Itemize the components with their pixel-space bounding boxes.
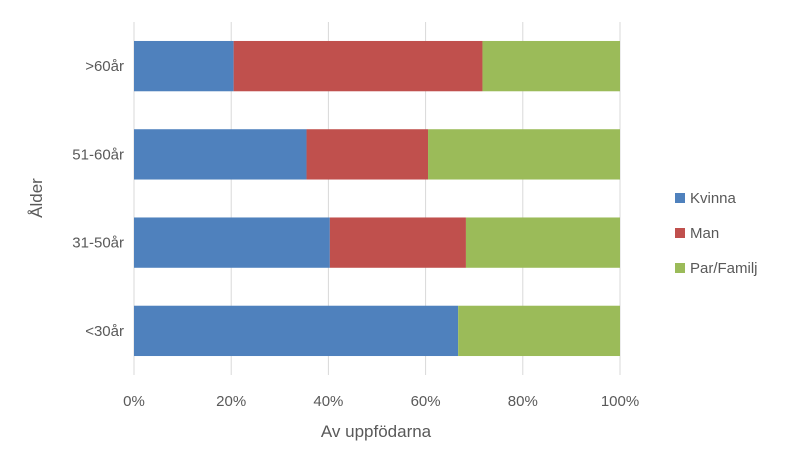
y-tick-label-0: >60år <box>85 58 124 75</box>
bar-0-3 <box>134 305 459 357</box>
bar-0-1 <box>134 129 307 180</box>
legend-label-0: Kvinna <box>690 190 737 207</box>
y-axis-title: Ålder <box>27 178 46 218</box>
legend-swatch-2 <box>675 263 685 273</box>
bar-2-2 <box>465 217 620 268</box>
x-tick-label-0: 0% <box>123 393 145 410</box>
bars <box>134 40 620 357</box>
bar-2-3 <box>458 305 620 357</box>
y-tick-label-2: 31-50år <box>72 235 124 252</box>
bar-0-2 <box>134 217 330 268</box>
x-tick-label-2: 40% <box>313 393 343 410</box>
y-tick-label-3: <30år <box>85 323 124 340</box>
x-axis-title: Av uppfödarna <box>321 422 432 441</box>
bar-2-0 <box>482 40 620 92</box>
legend-label-1: Man <box>690 225 719 242</box>
x-tick-label-1: 20% <box>216 393 246 410</box>
bar-1-2 <box>329 217 466 268</box>
legend: Kvinna Man Par/Familj <box>675 190 758 277</box>
y-tick-label-1: 51-60år <box>72 146 124 163</box>
legend-swatch-1 <box>675 228 685 238</box>
x-tick-label-3: 60% <box>411 393 441 410</box>
bar-2-1 <box>428 129 620 180</box>
bar-0-0 <box>134 40 234 92</box>
bar-1-1 <box>306 129 429 180</box>
x-tick-label-5: 100% <box>601 393 639 410</box>
legend-swatch-0 <box>675 193 685 203</box>
x-axis-ticks: 0% 20% 40% 60% 80% 100% <box>123 393 639 410</box>
legend-label-2: Par/Familj <box>690 260 758 277</box>
bar-1-0 <box>233 40 483 92</box>
x-tick-label-4: 80% <box>508 393 538 410</box>
y-axis-ticks: >60år 51-60år 31-50år <30år <box>72 58 124 340</box>
